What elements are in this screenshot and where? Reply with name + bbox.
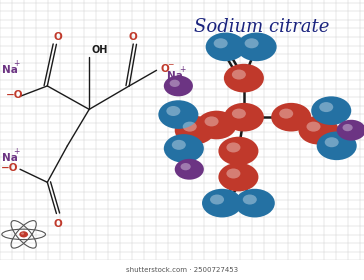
- Circle shape: [164, 76, 193, 96]
- Circle shape: [21, 232, 24, 235]
- Circle shape: [298, 116, 339, 144]
- Circle shape: [343, 124, 353, 131]
- Circle shape: [306, 122, 321, 132]
- Circle shape: [243, 195, 257, 205]
- Text: O: O: [160, 64, 169, 74]
- Circle shape: [218, 137, 258, 165]
- Text: OH: OH: [91, 45, 107, 55]
- Circle shape: [226, 169, 241, 179]
- Circle shape: [19, 231, 28, 237]
- Circle shape: [214, 38, 228, 48]
- Circle shape: [279, 109, 293, 119]
- Circle shape: [232, 69, 246, 80]
- Text: Na: Na: [167, 71, 183, 81]
- Circle shape: [166, 106, 181, 116]
- Circle shape: [158, 100, 198, 129]
- Circle shape: [237, 32, 277, 61]
- Circle shape: [317, 132, 357, 160]
- Text: Na: Na: [2, 65, 18, 75]
- Circle shape: [224, 64, 264, 92]
- Circle shape: [172, 140, 186, 150]
- Circle shape: [170, 80, 180, 87]
- Text: +: +: [179, 64, 186, 74]
- Circle shape: [232, 109, 246, 119]
- Circle shape: [245, 38, 258, 48]
- Text: +: +: [13, 59, 20, 68]
- Circle shape: [206, 32, 246, 61]
- Circle shape: [164, 134, 204, 163]
- Circle shape: [181, 163, 191, 170]
- Text: shutterstock.com · 2500727453: shutterstock.com · 2500727453: [126, 267, 238, 273]
- Text: O: O: [128, 32, 137, 42]
- Text: −: −: [167, 60, 174, 70]
- Text: Na: Na: [2, 153, 18, 163]
- Circle shape: [175, 116, 215, 144]
- Text: −O: −O: [1, 163, 18, 173]
- Text: Sodium citrate: Sodium citrate: [194, 18, 330, 36]
- Circle shape: [218, 163, 258, 192]
- Circle shape: [224, 103, 264, 132]
- Circle shape: [197, 111, 237, 139]
- Circle shape: [235, 189, 275, 218]
- Text: −O: −O: [6, 90, 24, 100]
- Circle shape: [210, 195, 224, 205]
- Circle shape: [175, 159, 204, 180]
- Circle shape: [202, 189, 242, 218]
- Text: +: +: [13, 146, 20, 155]
- Circle shape: [325, 137, 339, 147]
- Circle shape: [205, 116, 218, 127]
- Circle shape: [337, 120, 364, 141]
- Circle shape: [271, 103, 311, 132]
- Circle shape: [183, 122, 197, 132]
- Text: O: O: [54, 32, 63, 42]
- Circle shape: [226, 143, 241, 153]
- Text: O: O: [54, 219, 63, 229]
- Circle shape: [311, 96, 351, 125]
- Circle shape: [319, 102, 333, 112]
